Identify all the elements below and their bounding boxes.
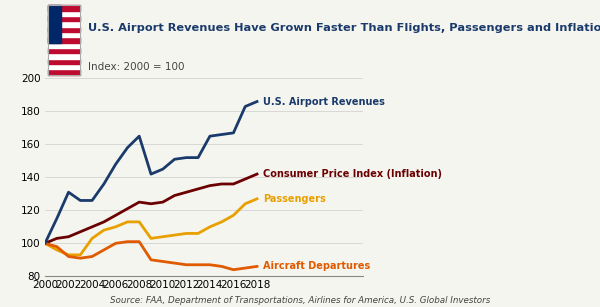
Text: Passengers: Passengers [263, 194, 326, 204]
Bar [48, 37, 80, 43]
Bar [48, 11, 80, 16]
Text: Index: 2000 = 100: Index: 2000 = 100 [88, 61, 184, 72]
Text: Consumer Price Index (Inflation): Consumer Price Index (Inflation) [263, 169, 442, 179]
Bar [48, 16, 80, 21]
Bar [48, 59, 80, 64]
Bar [48, 32, 80, 37]
Text: U.S. Airport Revenues: U.S. Airport Revenues [263, 96, 385, 107]
Bar [48, 43, 80, 48]
Bar [48, 21, 80, 27]
Bar [48, 6, 80, 11]
Text: Source: FAA, Department of Transportations, Airlines for America, U.S. Global In: Source: FAA, Department of Transportatio… [110, 297, 490, 305]
Bar [48, 27, 80, 32]
Text: U.S. Airport Revenues Have Grown Faster Than Flights, Passengers and Inflation: U.S. Airport Revenues Have Grown Faster … [88, 23, 600, 33]
Bar [48, 64, 80, 69]
Bar [48, 48, 80, 53]
Text: Aircraft Departures: Aircraft Departures [263, 261, 370, 271]
Bar [48, 69, 80, 75]
Bar [48, 6, 61, 43]
Bar [48, 53, 80, 59]
